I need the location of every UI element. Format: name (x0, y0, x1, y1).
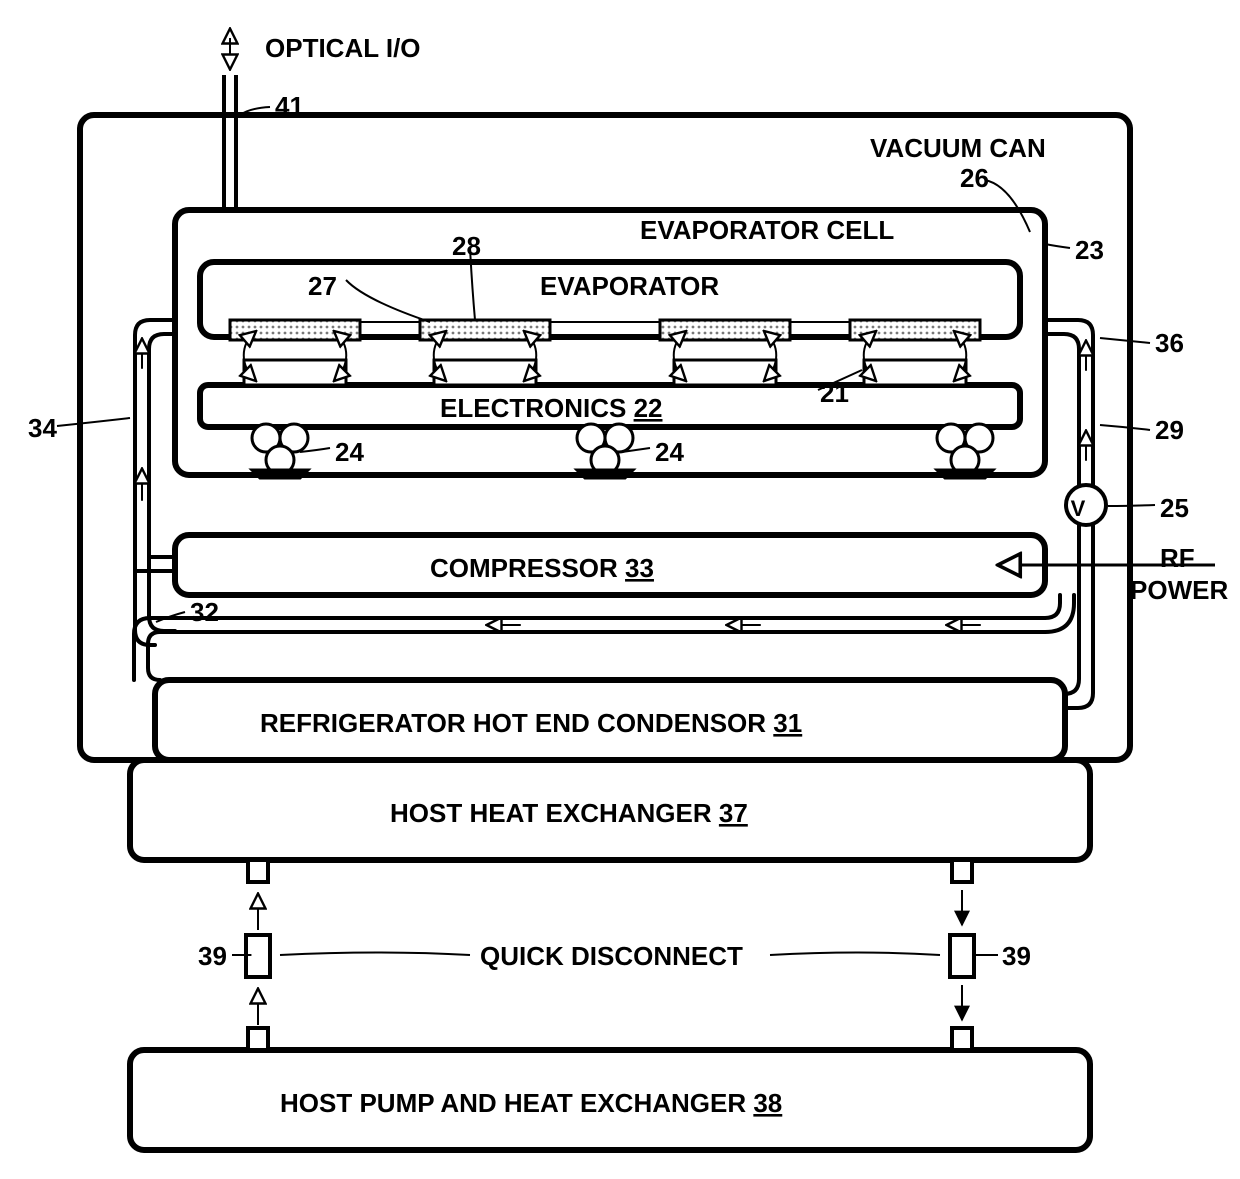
optical-io-label: OPTICAL I/O (265, 33, 421, 63)
ref-41: 41 (275, 91, 304, 121)
ref-23: 23 (1075, 235, 1104, 265)
optical-io-pipe (224, 30, 236, 210)
ref-26: 26 (960, 163, 989, 193)
ref-25: 25 (1160, 493, 1189, 523)
condensor-label: REFRIGERATOR HOT END CONDENSOR 31 (260, 708, 802, 738)
ref-36: 36 (1155, 328, 1184, 358)
ref-32: 32 (190, 597, 219, 627)
evaporator-label: EVAPORATOR (540, 271, 719, 301)
chip-array (230, 320, 980, 385)
vacuum-can-label: VACUUM CAN (870, 133, 1046, 163)
electronics-label: ELECTRONICS 22 (440, 393, 663, 423)
valve-v: V (1071, 496, 1086, 521)
host-hx-label: HOST HEAT EXCHANGER 37 (390, 798, 748, 828)
ref-34: 34 (28, 413, 57, 443)
compressor-label: COMPRESSOR 33 (430, 553, 654, 583)
ref-39-b: 39 (1002, 941, 1031, 971)
pipe-bottom-left (134, 595, 1074, 680)
ref-24-a: 24 (335, 437, 364, 467)
ref-29: 29 (1155, 415, 1184, 445)
pipe-left (135, 320, 175, 645)
ref-27: 27 (308, 271, 337, 301)
ref-24-b: 24 (655, 437, 684, 467)
rf-power-1: RF (1160, 543, 1195, 573)
diagram-root: OPTICAL I/O 41 VACUUM CAN EVAPORATOR CEL… (0, 0, 1240, 1179)
ref-39-a: 39 (198, 941, 227, 971)
quick-disconnect-label: QUICK DISCONNECT (480, 941, 743, 971)
ref-28: 28 (452, 231, 481, 261)
host-pump-label: HOST PUMP AND HEAT EXCHANGER 38 (280, 1088, 782, 1118)
rf-power-2: POWER (1130, 575, 1228, 605)
ref-21: 21 (820, 378, 849, 408)
evaporator-cell-label: EVAPORATOR CELL (640, 215, 894, 245)
